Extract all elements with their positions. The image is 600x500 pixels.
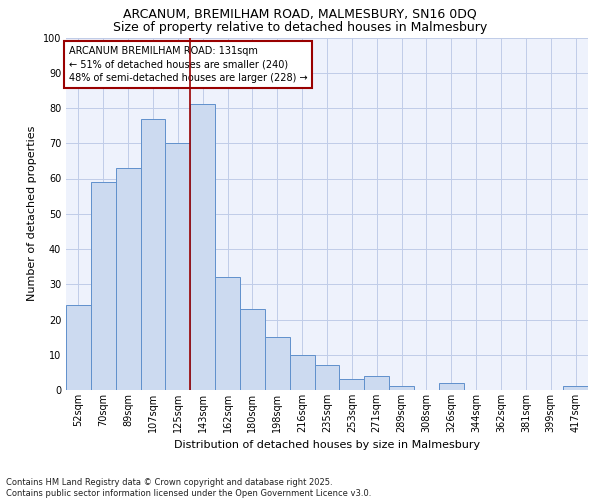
Bar [66, 306, 91, 390]
Bar [215, 277, 240, 390]
Bar [240, 309, 265, 390]
Bar [190, 104, 215, 390]
Bar [563, 386, 588, 390]
Text: Size of property relative to detached houses in Malmesbury: Size of property relative to detached ho… [113, 21, 487, 34]
Y-axis label: Number of detached properties: Number of detached properties [27, 126, 37, 302]
Bar [116, 168, 140, 390]
Bar [364, 376, 389, 390]
Bar [290, 355, 314, 390]
X-axis label: Distribution of detached houses by size in Malmesbury: Distribution of detached houses by size … [174, 440, 480, 450]
Text: ARCANUM, BREMILHAM ROAD, MALMESBURY, SN16 0DQ: ARCANUM, BREMILHAM ROAD, MALMESBURY, SN1… [123, 8, 477, 20]
Text: ARCANUM BREMILHAM ROAD: 131sqm
← 51% of detached houses are smaller (240)
48% of: ARCANUM BREMILHAM ROAD: 131sqm ← 51% of … [68, 46, 307, 82]
Bar [389, 386, 414, 390]
Bar [265, 337, 290, 390]
Bar [166, 143, 190, 390]
Bar [340, 380, 364, 390]
Bar [439, 383, 464, 390]
Text: Contains HM Land Registry data © Crown copyright and database right 2025.
Contai: Contains HM Land Registry data © Crown c… [6, 478, 371, 498]
Bar [314, 366, 340, 390]
Bar [140, 118, 166, 390]
Bar [91, 182, 116, 390]
